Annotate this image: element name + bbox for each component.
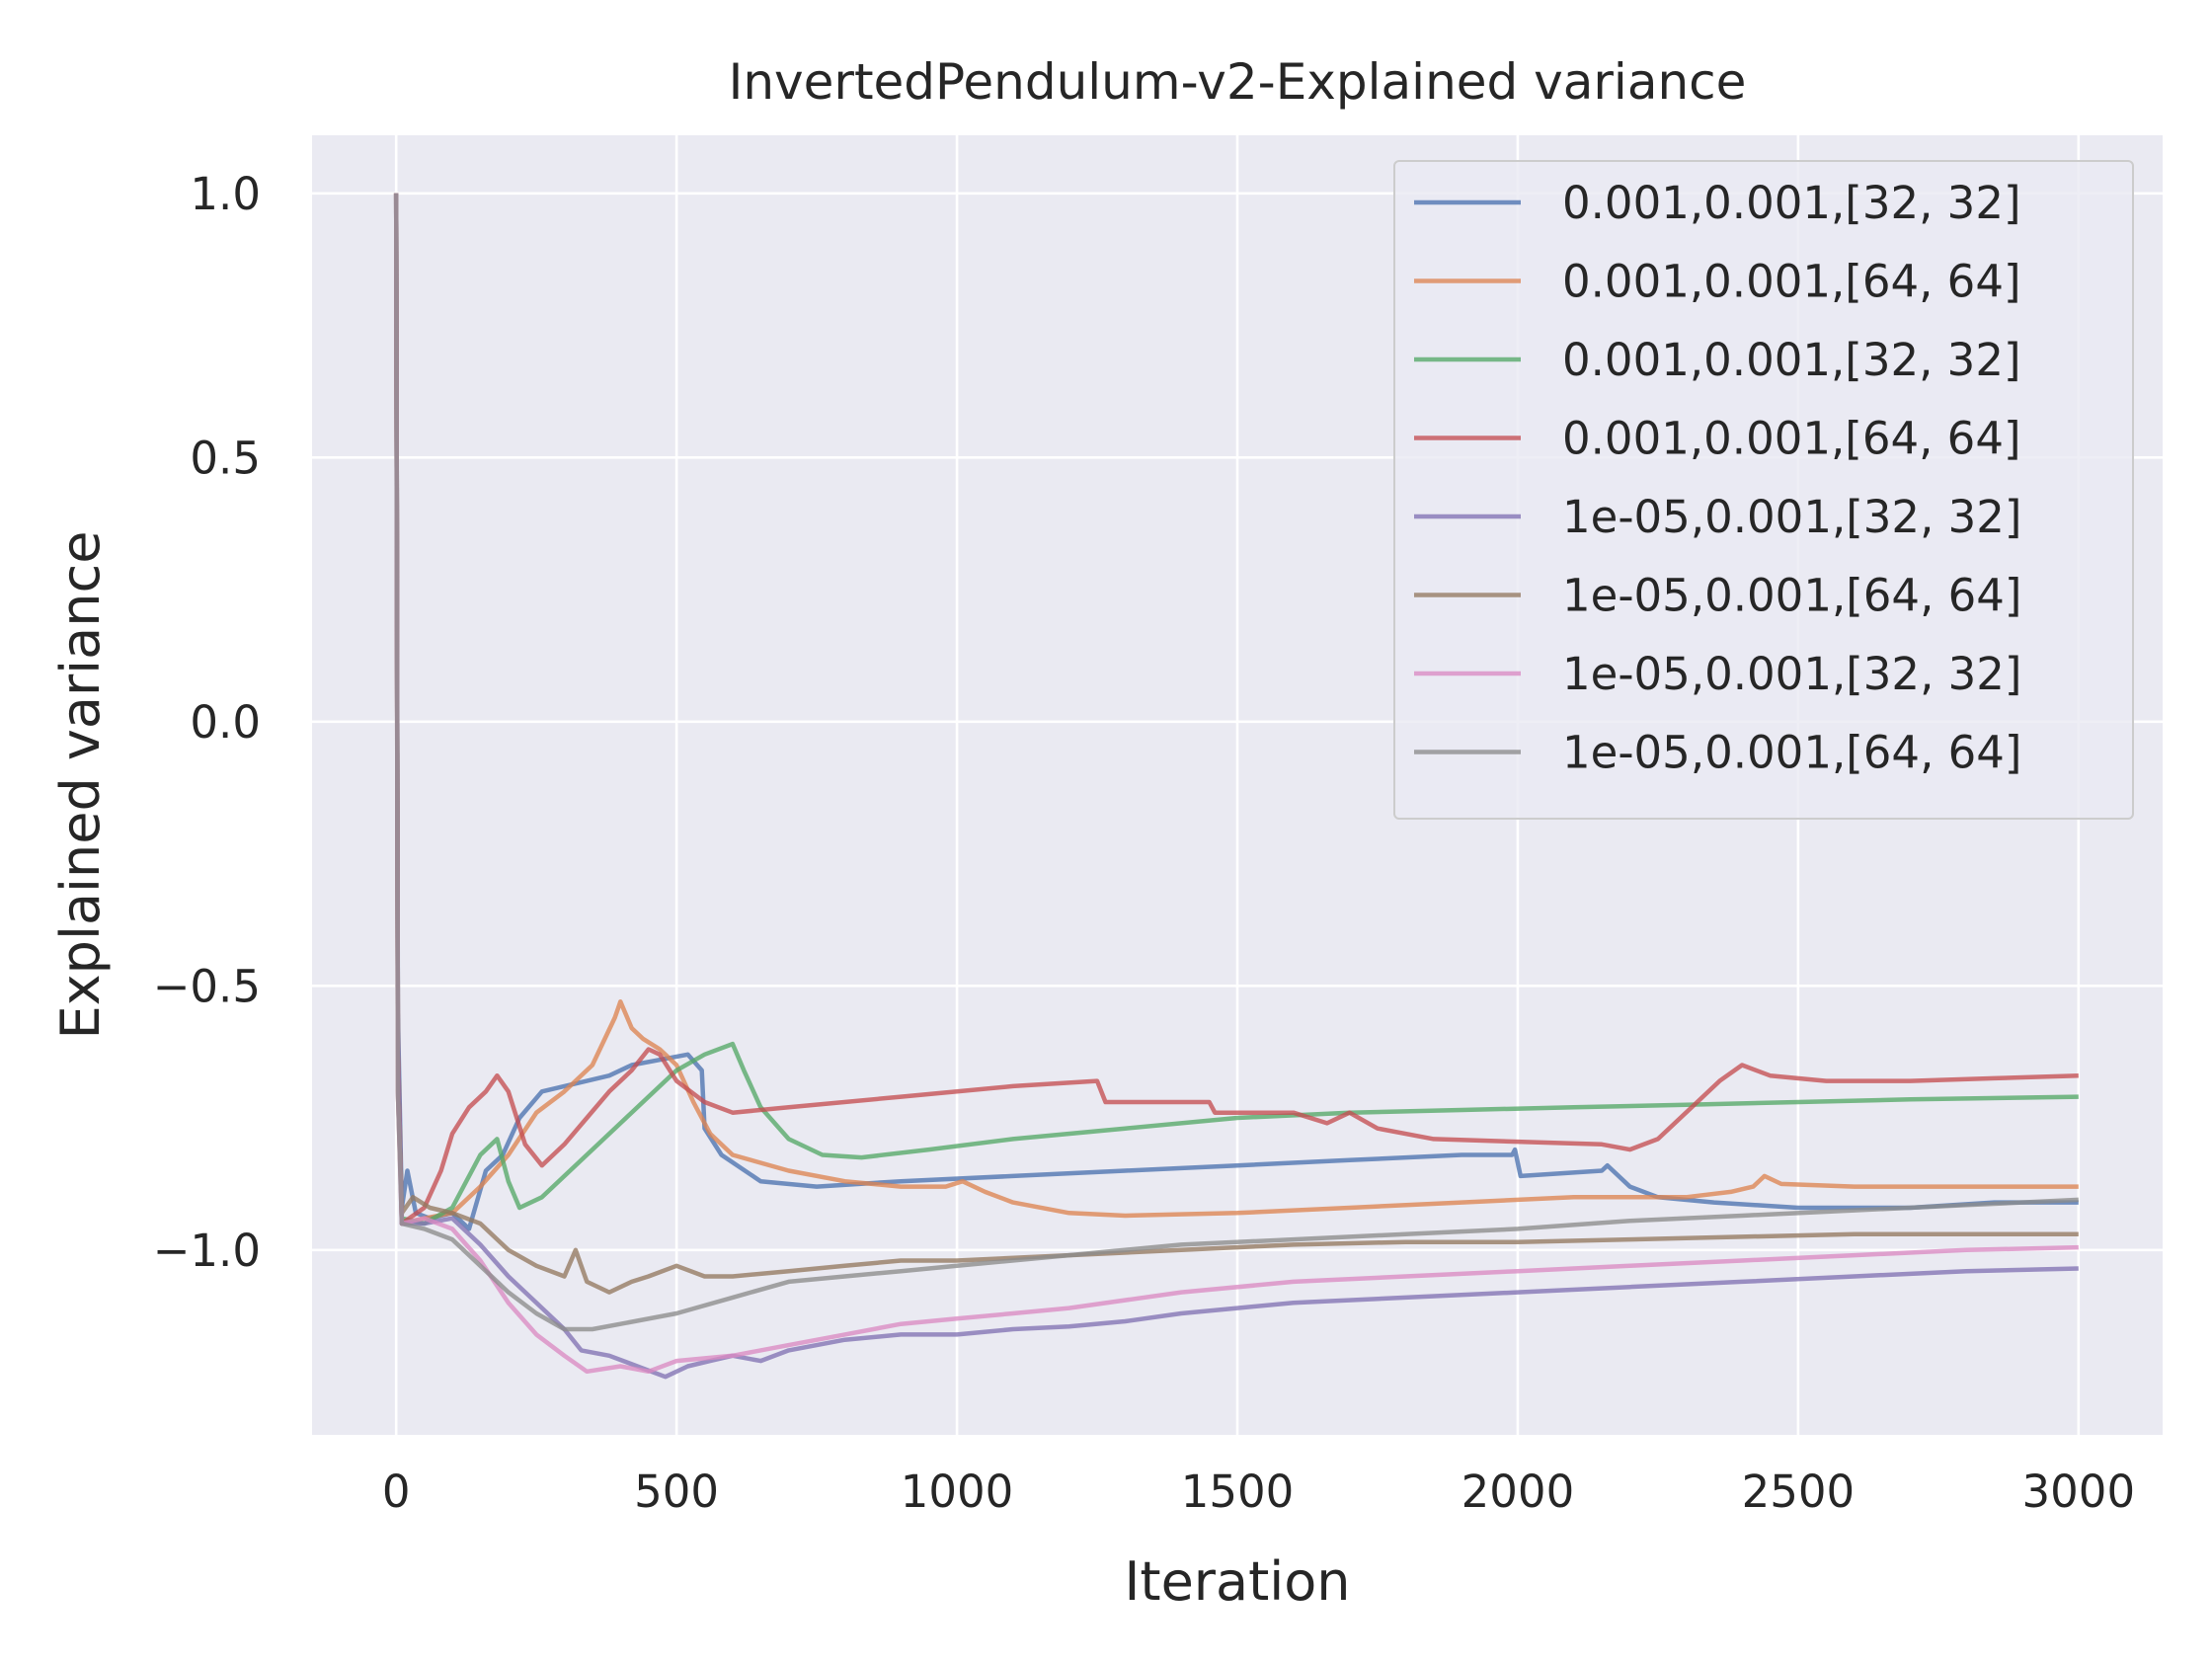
- x-tick-label: 2500: [1742, 1465, 1856, 1518]
- x-tick-label: 3000: [2022, 1465, 2136, 1518]
- legend-label: 1e-05,0.001,[64, 64]: [1562, 727, 2022, 779]
- legend: 0.001,0.001,[32, 32] 0.001,0.001,[64, 64]…: [1393, 160, 2134, 820]
- legend-label: 0.001,0.001,[64, 64]: [1562, 256, 2021, 308]
- y-tick-label: −1.0: [153, 1225, 261, 1277]
- legend-frame: [1393, 160, 2134, 820]
- y-axis-label: Explained variance: [49, 531, 112, 1040]
- x-tick-label: 1500: [1181, 1465, 1295, 1518]
- series-line-5: [393, 193, 2079, 1380]
- x-tick-label: 500: [634, 1465, 719, 1518]
- series-line-1: [393, 193, 2079, 1231]
- y-tick-label: 0.5: [190, 432, 261, 484]
- x-tick-label: 1000: [901, 1465, 1014, 1518]
- x-tick-label: 2000: [1462, 1465, 1575, 1518]
- chart-title: InvertedPendulum-v2-Explained variance: [729, 53, 1747, 111]
- x-tick-labels: 0 500 1000 1500 2000 2500 3000: [382, 1465, 2135, 1518]
- series-line-4: [393, 193, 2079, 1227]
- series-lines: [393, 193, 2079, 1380]
- y-tick-label: 0.0: [190, 696, 261, 749]
- y-tick-labels: 1.0 0.5 0.0 −0.5 −1.0: [153, 168, 261, 1277]
- series-line-3: [393, 193, 2079, 1227]
- y-tick-label: −0.5: [153, 960, 261, 1012]
- legend-label: 0.001,0.001,[32, 32]: [1562, 334, 2021, 386]
- legend-label: 1e-05,0.001,[32, 32]: [1562, 491, 2022, 543]
- legend-label: 1e-05,0.001,[64, 64]: [1562, 570, 2022, 622]
- y-tick-label: 1.0: [190, 168, 261, 220]
- x-tick-label: 0: [382, 1465, 411, 1518]
- legend-label: 0.001,0.001,[32, 32]: [1562, 177, 2021, 229]
- legend-label: 1e-05,0.001,[32, 32]: [1562, 648, 2022, 700]
- series-line-8: [393, 193, 2079, 1332]
- series-line-7: [393, 193, 2079, 1375]
- series-line-6: [393, 193, 2079, 1295]
- x-axis-label: Iteration: [1124, 1550, 1350, 1613]
- legend-label: 0.001,0.001,[64, 64]: [1562, 413, 2021, 465]
